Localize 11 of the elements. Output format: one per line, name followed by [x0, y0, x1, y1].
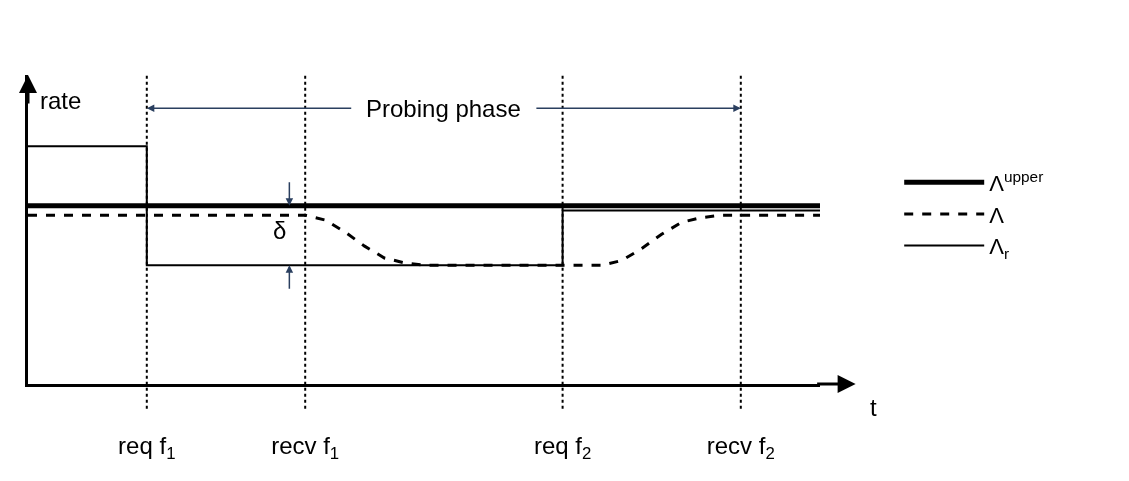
- x-tick-label: req f$_{2}$: [533, 431, 592, 463]
- y-axis-title: rate: [40, 87, 82, 114]
- legend-label: Λ$_{r}$: [989, 234, 1010, 262]
- x-tick-label: recv f$_{1}$: [271, 431, 340, 463]
- x-tick-label: req f$_{1}$: [118, 431, 176, 463]
- legend-label: Λ$^{upper}$: [989, 167, 1044, 196]
- legend-label: Λ: [989, 202, 1005, 228]
- x-tick-label: recv f$_{2}$: [706, 431, 775, 463]
- text: Probing phase: [366, 95, 521, 122]
- x-axis-title: t: [870, 394, 877, 421]
- annotation: δ: [273, 217, 287, 244]
